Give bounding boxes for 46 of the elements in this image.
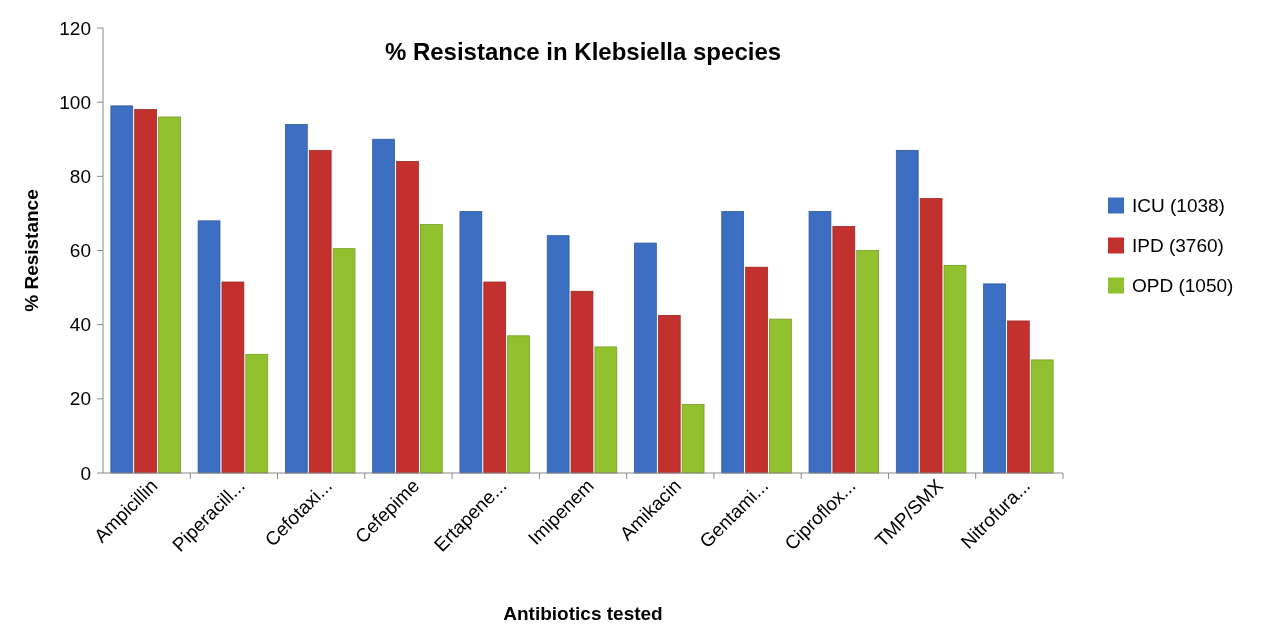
bar (419, 224, 443, 474)
bar (372, 138, 395, 474)
bar (657, 315, 681, 474)
bar (721, 211, 745, 474)
bar (197, 220, 221, 474)
bar (158, 116, 181, 474)
y-tick-label: 80 (69, 165, 91, 187)
bar (919, 198, 943, 474)
bar (943, 264, 967, 474)
bar (745, 266, 768, 474)
bar (895, 149, 919, 474)
bar (856, 250, 879, 474)
y-tick-label: 100 (59, 91, 91, 113)
bar (594, 346, 618, 474)
y-tick-label: 60 (69, 240, 91, 262)
bar (221, 281, 245, 474)
bar (308, 149, 332, 474)
bar (808, 211, 832, 474)
bar (285, 124, 308, 474)
bar (832, 226, 856, 474)
legend-label: IPD (3760) (1132, 235, 1224, 257)
bar (681, 404, 705, 474)
y-axis-title: % Resistance (21, 189, 42, 312)
bar (769, 318, 792, 474)
bar (332, 248, 356, 474)
bar (459, 211, 483, 474)
chart-title: % Resistance in Klebsiella species (384, 38, 782, 65)
bar (507, 335, 530, 474)
bar (134, 109, 157, 474)
bar (1007, 320, 1030, 474)
bar (570, 290, 594, 474)
y-tick-label: 40 (69, 314, 91, 336)
bar (1030, 359, 1054, 474)
legend-label: OPD (1050) (1132, 275, 1234, 297)
bar (396, 161, 419, 474)
y-tick-label: 120 (59, 17, 91, 39)
bar (634, 242, 657, 474)
bar (546, 235, 570, 474)
legend-label: ICU (1038) (1132, 195, 1225, 217)
y-tick-label: 20 (69, 388, 91, 410)
bar (983, 283, 1006, 474)
bar (483, 281, 507, 474)
y-tick-label: 0 (80, 462, 91, 484)
bar (245, 353, 269, 474)
bar (110, 105, 134, 474)
x-axis-title: Antibiotics tested (503, 603, 663, 624)
